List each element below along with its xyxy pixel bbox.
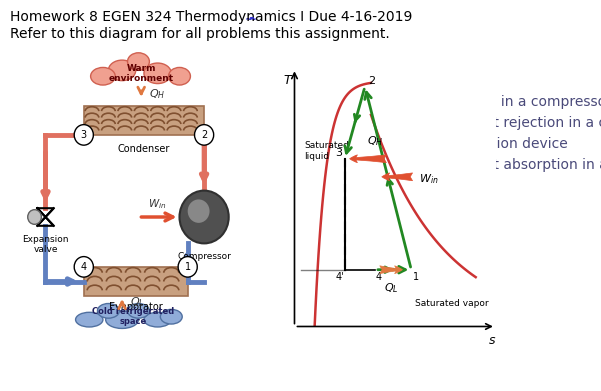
Circle shape — [28, 210, 41, 224]
Ellipse shape — [144, 63, 171, 84]
Ellipse shape — [91, 67, 115, 85]
Circle shape — [188, 199, 210, 223]
Text: 2: 2 — [368, 76, 375, 86]
Text: Refer to this diagram for all problems this assignment.: Refer to this diagram for all problems t… — [10, 27, 390, 41]
Text: Constant-pressure heat absorption in an evaporator: Constant-pressure heat absorption in an … — [336, 158, 601, 172]
Text: $Q_H$: $Q_H$ — [150, 87, 166, 101]
Text: Warm
environment: Warm environment — [109, 64, 174, 83]
Text: Condenser: Condenser — [118, 143, 170, 154]
FancyBboxPatch shape — [84, 106, 204, 135]
Text: 2-3: 2-3 — [308, 116, 331, 130]
Text: Compressor: Compressor — [177, 252, 231, 261]
Text: 3: 3 — [81, 130, 87, 140]
Text: T: T — [284, 74, 291, 86]
Text: $Q_L$: $Q_L$ — [384, 281, 398, 295]
Text: Saturated
liquid: Saturated liquid — [305, 141, 349, 161]
Circle shape — [180, 190, 229, 243]
Text: 3: 3 — [335, 148, 342, 158]
Text: 1: 1 — [185, 262, 191, 272]
Text: $W_{in}$: $W_{in}$ — [419, 172, 439, 186]
Text: 4: 4 — [376, 272, 382, 282]
Text: 4: 4 — [81, 262, 87, 272]
FancyBboxPatch shape — [84, 267, 188, 296]
Text: $W_{in}$: $W_{in}$ — [148, 197, 167, 211]
Text: 2: 2 — [201, 130, 207, 140]
Text: 4-1: 4-1 — [308, 158, 331, 172]
Text: 4': 4' — [335, 272, 344, 282]
Ellipse shape — [160, 309, 182, 324]
Ellipse shape — [127, 53, 150, 70]
Text: Saturated vapor: Saturated vapor — [415, 299, 489, 308]
Text: Throttling in an expansion device: Throttling in an expansion device — [336, 137, 568, 151]
Ellipse shape — [76, 312, 103, 327]
Ellipse shape — [144, 312, 171, 327]
Text: $Q_H$: $Q_H$ — [367, 135, 383, 149]
Text: Constant-pressure heat rejection in a condenser: Constant-pressure heat rejection in a co… — [336, 116, 601, 130]
Text: 1: 1 — [413, 272, 419, 282]
Text: Evaporator: Evaporator — [109, 302, 163, 312]
Text: 3-4: 3-4 — [308, 137, 331, 151]
Text: Expansion
valve: Expansion valve — [22, 235, 69, 254]
Text: s: s — [489, 334, 495, 347]
Circle shape — [74, 125, 93, 145]
Ellipse shape — [108, 60, 136, 81]
Ellipse shape — [106, 311, 138, 328]
Circle shape — [178, 256, 197, 277]
Ellipse shape — [97, 303, 120, 318]
Circle shape — [74, 256, 93, 277]
Text: $Q_L$: $Q_L$ — [130, 295, 145, 309]
Text: Isentropic compression in a compressor: Isentropic compression in a compressor — [336, 95, 601, 109]
Ellipse shape — [127, 303, 150, 318]
Text: 1-2: 1-2 — [308, 95, 331, 109]
Circle shape — [195, 125, 214, 145]
Text: Homework 8 EGEN 324 Thermodynamics I Due 4-16-2019: Homework 8 EGEN 324 Thermodynamics I Due… — [10, 10, 412, 24]
Ellipse shape — [168, 67, 191, 85]
Text: Cold refrigerated
space: Cold refrigerated space — [92, 307, 174, 326]
